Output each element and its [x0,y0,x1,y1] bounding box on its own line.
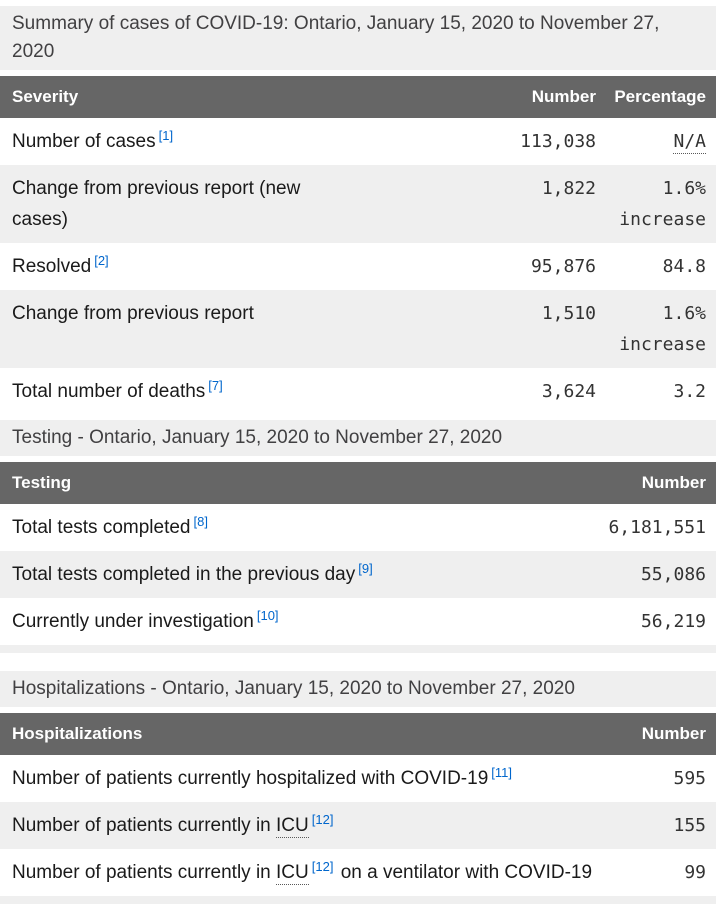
label-text: on a ventilator with COVID-19 [335,862,593,883]
abbreviation: ICU [276,862,309,885]
section-title: Testing - Ontario, January 15, 2020 to N… [0,420,716,456]
footnote-link[interactable]: [8] [193,513,208,529]
page-content: Summary of cases of COVID-19: Ontario, J… [0,6,716,904]
table-row: Currently under investigation [10] 56,219 [0,598,716,645]
percentage-text: 1.6% increase [619,303,706,355]
footnote-link[interactable]: [11] [491,764,512,780]
label-text: Resolved [12,256,92,277]
row-label: Total tests completed in the previous da… [0,551,520,598]
section-hospitalizations: Hospitalizations - Ontario, January 15, … [0,671,716,904]
column-header-hospitalizations: Hospitalizations [0,713,620,755]
footnote-link[interactable]: [1] [158,127,174,143]
hospitalizations-table: Hospitalizations Number Number of patients… [0,713,716,904]
table-row: Number of patients currently hospitalize… [0,755,716,802]
number-value: 56,219 [520,598,716,645]
percentage-text: 84.8 [662,256,706,277]
section-summary: Summary of cases of COVID-19: Ontario, J… [0,6,716,415]
label-text: Total tests completed [12,517,191,538]
footnote-link[interactable]: [2] [94,252,109,268]
label-text: Number of cases [12,131,156,152]
column-header-testing: Testing [0,462,520,504]
label-text: Change from previous report (new cases) [12,178,301,230]
row-label: Number of patients currently in ICU [12] [0,802,620,849]
table-row: Number of cases [1] 113,038 N/A [0,118,716,165]
label-text: Total tests completed in the previous da… [12,564,356,585]
footnote-link[interactable]: [12] [311,811,334,827]
number-value: 95,876 [330,243,608,290]
table-row: Total tests completed in the previous da… [0,551,716,598]
column-header-severity: Severity [0,76,330,118]
percentage-value: 1.6% increase [608,290,716,368]
table-row: Change from previous report (new cases) 1… [0,165,716,243]
label-text: Number of patients currently in [12,815,277,836]
number-value: 1,822 [330,165,608,243]
row-label: Change from previous report (new cases) [0,165,330,243]
spacer-cell [0,645,716,653]
footnote-link[interactable]: [12] [311,858,334,874]
percentage-text: 3.2 [673,381,706,402]
testing-table: Testing Number Total tests completed [8] 6,1… [0,462,716,653]
abbreviation: N/A [673,131,706,154]
header-row: Hospitalizations Number [0,713,716,755]
row-label: Total tests completed [8] [0,504,520,551]
table-row: Change from previous report 1,510 1.6% inc… [0,290,716,368]
row-label: Currently under investigation [10] [0,598,520,645]
header-row: Testing Number [0,462,716,504]
footnote-link[interactable]: [9] [358,560,373,576]
percentage-value: 84.8 [608,243,716,290]
number-value: 155 [620,802,716,849]
percentage-value: 3.2 [608,368,716,415]
table-row: Number of patients currently in ICU [12] 1… [0,802,716,849]
number-value: 113,038 [330,118,608,165]
section-testing: Testing - Ontario, January 15, 2020 to N… [0,420,716,653]
footnote-link[interactable]: [7] [208,377,223,393]
label-text: Currently under investigation [12,611,254,632]
header-row: Severity Number Percentage [0,76,716,118]
number-value: 3,624 [330,368,608,415]
label-text: Change from previous report [12,303,254,324]
row-label: Total number of deaths [7] [0,368,330,415]
percentage-text: 1.6% increase [619,178,706,230]
label-text: Number of patients currently in [12,862,277,883]
label-text: Total number of deaths [12,381,206,402]
section-title: Summary of cases of COVID-19: Ontario, J… [0,6,716,70]
section-title: Hospitalizations - Ontario, January 15, … [0,671,716,707]
row-label: Change from previous report [0,290,330,368]
table-row: Resolved [2] 95,876 84.8 [0,243,716,290]
spacer-cell [0,896,716,904]
summary-table: Severity Number Percentage Number of cases[… [0,76,716,415]
empty-spacer-row [0,645,716,653]
column-header-number: Number [520,462,716,504]
row-label: Resolved [2] [0,243,330,290]
footnote-link[interactable]: [10] [256,607,279,623]
abbreviation: ICU [276,815,309,838]
table-row: Total number of deaths [7] 3,624 3.2 [0,368,716,415]
percentage-value: 1.6% increase [608,165,716,243]
column-header-number: Number [330,76,608,118]
number-value: 99 [620,849,716,896]
row-label: Number of patients currently in ICU [12] … [0,849,620,896]
column-header-number: Number [620,713,716,755]
column-header-percentage: Percentage [608,76,716,118]
row-label: Number of cases [1] [0,118,330,165]
number-value: 55,086 [520,551,716,598]
number-value: 595 [620,755,716,802]
table-row: Total tests completed [8] 6,181,551 [0,504,716,551]
number-value: 6,181,551 [520,504,716,551]
percentage-value: N/A [608,118,716,165]
row-label: Number of patients currently hospitalize… [0,755,620,802]
number-value: 1,510 [330,290,608,368]
label-text: Number of patients currently hospitalize… [12,768,489,789]
table-row: Number of patients currently in ICU [12] … [0,849,716,896]
empty-spacer-row [0,896,716,904]
